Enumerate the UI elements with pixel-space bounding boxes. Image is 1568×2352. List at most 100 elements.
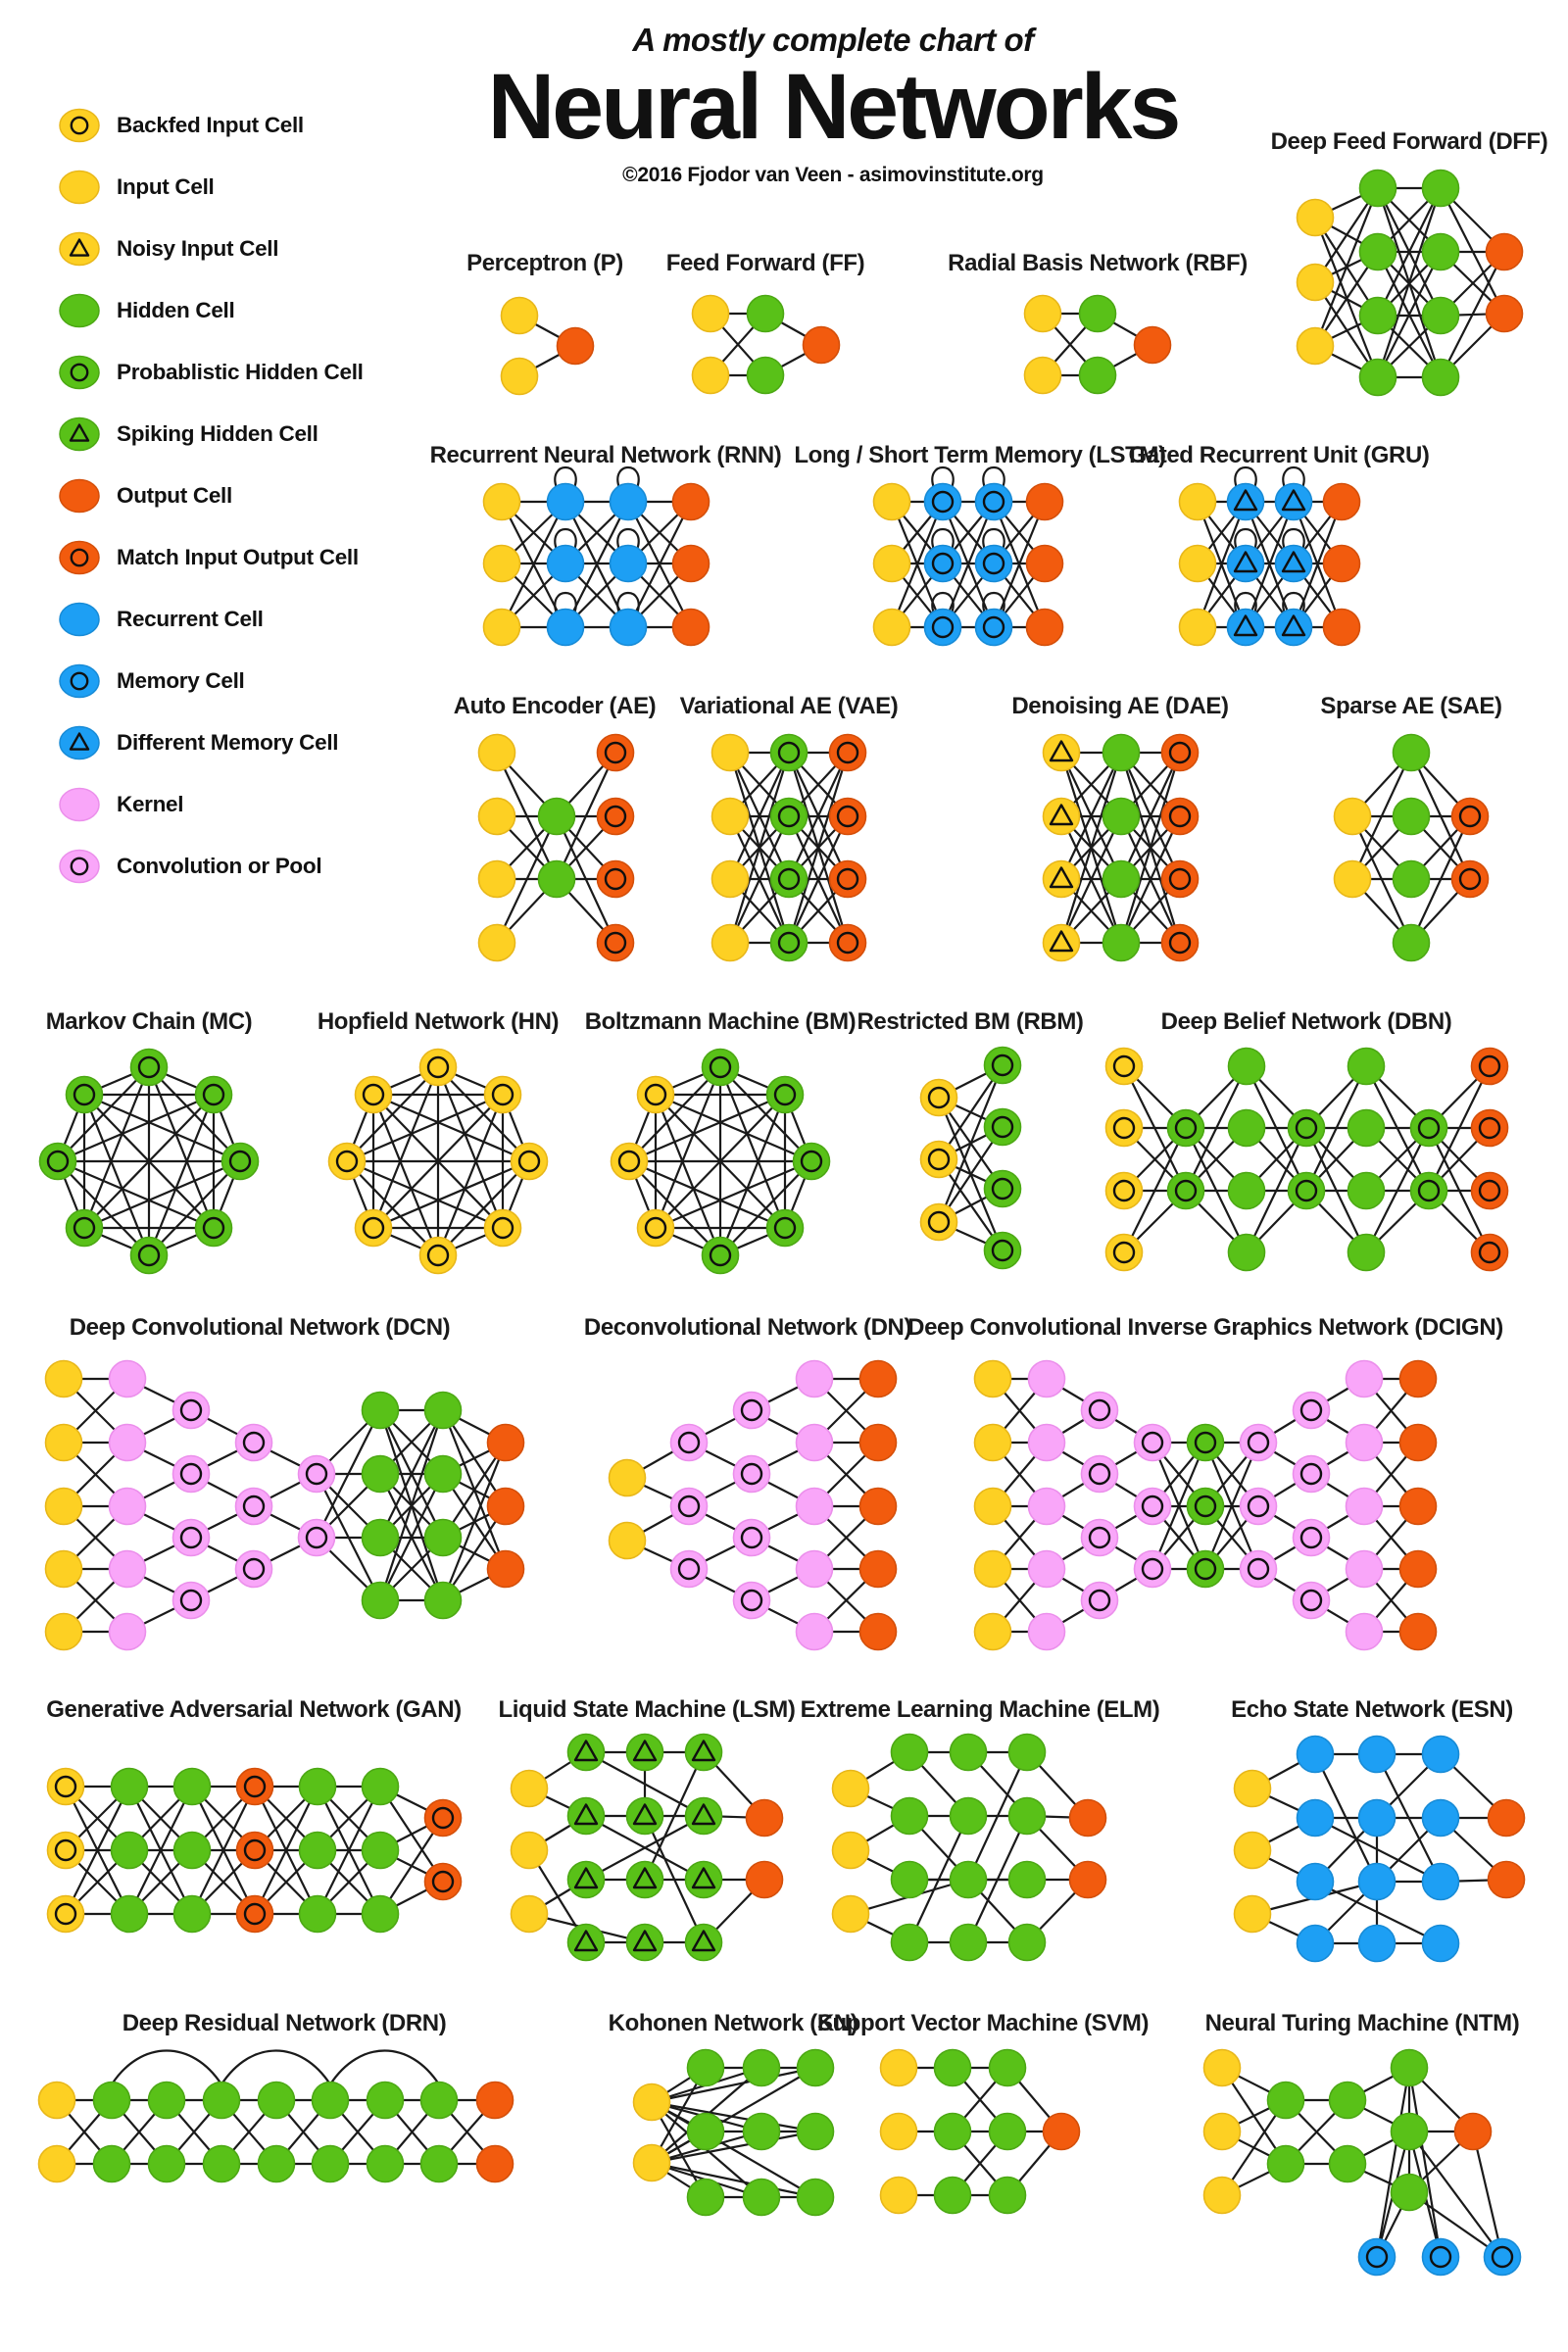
c-glyph-circle [1088, 1398, 1111, 1422]
edge [651, 2101, 816, 2198]
edge [371, 1094, 440, 1256]
cell-m [974, 544, 1013, 583]
mo-glyph-circle [1478, 1054, 1501, 1078]
i-cell-icon [59, 170, 100, 204]
ph-glyph-circle [773, 1216, 797, 1240]
cell-body [745, 1798, 784, 1838]
cell-body [423, 1798, 463, 1838]
cell-k [1345, 1612, 1384, 1651]
network-title: Neural Turing Machine (NTM) [1205, 2010, 1520, 2036]
cell-ph [65, 1208, 104, 1248]
cell-body [194, 1075, 233, 1114]
ni-glyph-triangle [1049, 866, 1074, 889]
cell-bi [354, 1208, 393, 1248]
cell-body [110, 1831, 149, 1870]
cell-body [691, 294, 730, 333]
cell-body [44, 1487, 83, 1526]
cell-body [742, 2178, 781, 2217]
cell-i [608, 1458, 647, 1497]
cell-body [1487, 1798, 1526, 1838]
cell-body [1421, 1735, 1460, 1774]
cell-body [1296, 1735, 1335, 1774]
cell-h [1392, 797, 1431, 836]
cell-body [671, 482, 710, 521]
cell-body [1398, 1549, 1438, 1589]
cell-mo [1160, 797, 1200, 836]
cell-body [949, 1923, 988, 1962]
cell-c [172, 1454, 211, 1494]
cell-h [890, 1860, 929, 1899]
cell-sh [625, 1733, 664, 1772]
ph-glyph-circle [1295, 1179, 1318, 1202]
edge [1196, 501, 1248, 628]
cell-body [1226, 608, 1265, 647]
cell-body [1025, 608, 1064, 647]
cell-h [796, 2112, 835, 2151]
cell-i [482, 608, 521, 647]
cell-h [1227, 1171, 1266, 1210]
mo-glyph-circle [604, 931, 627, 955]
self-loop [931, 466, 955, 489]
c-glyph-circle [1141, 1557, 1164, 1581]
cell-body [1078, 356, 1117, 395]
m-glyph-circle [1491, 2245, 1514, 2269]
cell-h [933, 2176, 972, 2215]
cell-c [732, 1518, 771, 1557]
cell-body [1186, 1549, 1225, 1589]
cell-body [423, 1391, 463, 1430]
bi-glyph-circle [517, 1150, 541, 1173]
cell-c [297, 1454, 336, 1494]
cell-h [361, 1581, 400, 1620]
cell-mo [596, 733, 635, 772]
cell-mo [235, 1767, 274, 1806]
cell-mo [1160, 859, 1200, 899]
cell-body [44, 1423, 83, 1462]
cell-body [625, 1796, 664, 1836]
cell-body [1007, 1923, 1047, 1962]
cell-bi [483, 1075, 522, 1114]
network-title: Liquid State Machine (LSM) [499, 1696, 796, 1723]
network-14: Restricted BM (RBM) [857, 1008, 1084, 1270]
edge [128, 1786, 193, 1915]
edge [654, 1094, 722, 1256]
cell-r [609, 608, 648, 647]
cell-ni [1042, 733, 1081, 772]
cell-k [795, 1423, 834, 1462]
cell-body [1322, 544, 1361, 583]
cell-h [1102, 923, 1141, 962]
cell-o [1042, 2112, 1081, 2151]
edge [1376, 187, 1443, 378]
cell-o [1453, 2112, 1493, 2151]
edge [1123, 1127, 1187, 1253]
cell-h [1392, 859, 1431, 899]
legend-swatch [59, 231, 100, 266]
edge [1428, 1065, 1491, 1192]
cell-h [1007, 1733, 1047, 1772]
edge [651, 2067, 816, 2164]
edge [941, 501, 996, 628]
cell-body [1398, 1612, 1438, 1651]
cell-body [919, 1202, 958, 1242]
cell-i [1333, 859, 1372, 899]
edge [651, 2066, 816, 2104]
sh-glyph-triangle [691, 1930, 716, 1952]
cell-ph [1166, 1171, 1205, 1210]
cell-h [537, 797, 576, 836]
c-glyph-circle [1299, 1398, 1323, 1422]
cell-body [1390, 2173, 1429, 2212]
cell-body [172, 1581, 211, 1620]
cell-body [1296, 263, 1335, 302]
cell-mo [596, 923, 635, 962]
cell-body [974, 608, 1013, 647]
cell-c [234, 1423, 273, 1462]
cell-body [234, 1423, 273, 1462]
cell-bi [354, 1075, 393, 1114]
cell-o [1322, 544, 1361, 583]
cell-h [1392, 733, 1431, 772]
ni-glyph-triangle [1049, 804, 1074, 826]
cell-body [1160, 923, 1200, 962]
cell-h [949, 1923, 988, 1962]
c-glyph-circle [179, 1462, 203, 1486]
cell-c [297, 1518, 336, 1557]
